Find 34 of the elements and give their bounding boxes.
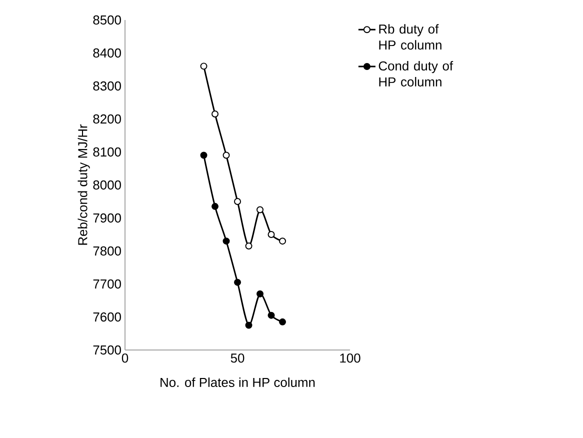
y-tick-label: 8100	[93, 147, 121, 157]
y-tick-label: 7700	[93, 279, 121, 289]
legend-label: Cond duty of HP column	[378, 61, 454, 86]
point	[234, 278, 242, 286]
point	[222, 238, 230, 245]
point	[279, 318, 286, 326]
point	[200, 62, 208, 70]
y-tick-label: 7800	[93, 246, 121, 256]
point	[212, 202, 219, 210]
point	[245, 322, 252, 329]
y-tick-label: 8500	[93, 15, 121, 25]
point	[245, 242, 252, 250]
point	[234, 198, 242, 205]
y-tick-label: 8400	[93, 48, 121, 58]
x-tick-label: 100	[340, 354, 360, 363]
x-axis-title: No. of Plates in HP column	[160, 378, 315, 388]
y-axis-title: Reb/cond duty MJ/Hr	[78, 124, 90, 245]
legend-label: Rb duty of HP column	[379, 24, 442, 50]
point	[279, 238, 286, 245]
y-tick-label: 8200	[93, 114, 121, 124]
point	[222, 152, 230, 159]
point	[256, 206, 264, 214]
point	[268, 312, 275, 319]
point	[200, 152, 208, 159]
y-tick-label: 8300	[93, 81, 121, 91]
x-tick-label: 50	[230, 354, 244, 363]
point	[212, 110, 219, 118]
y-tick-label: 7900	[93, 213, 121, 223]
y-tick-label: 7500	[93, 345, 121, 355]
y-tick-label: 7600	[93, 312, 121, 322]
x-tick-label: 0	[122, 354, 128, 363]
point	[256, 290, 264, 298]
point	[268, 230, 275, 238]
y-tick-label: 8000	[93, 180, 121, 190]
